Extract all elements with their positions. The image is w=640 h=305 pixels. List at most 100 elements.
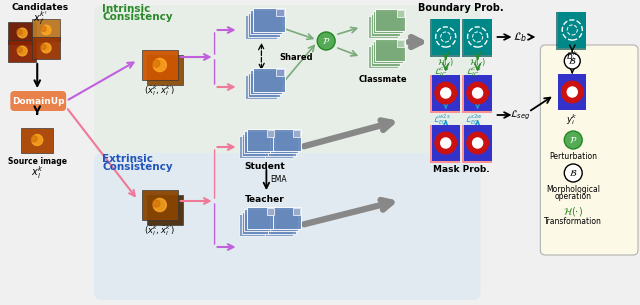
Bar xyxy=(253,67,285,92)
Bar xyxy=(247,128,275,150)
Bar xyxy=(246,15,277,39)
Text: $\mathcal{L}_{IC}^{cla}$: $\mathcal{L}_{IC}^{cla}$ xyxy=(466,64,482,79)
Text: $\mathcal{L}_{IC}^{cla}$: $\mathcal{L}_{IC}^{cla}$ xyxy=(434,64,450,79)
Circle shape xyxy=(317,32,335,50)
Bar xyxy=(276,69,284,76)
Bar xyxy=(368,46,398,68)
Text: $\mathcal{P}$: $\mathcal{P}$ xyxy=(322,36,330,46)
Circle shape xyxy=(17,29,22,34)
Bar xyxy=(432,125,460,161)
Bar xyxy=(268,134,296,156)
Bar xyxy=(373,11,403,33)
Text: operation: operation xyxy=(555,192,592,201)
Circle shape xyxy=(564,131,582,149)
Text: EMA: EMA xyxy=(270,174,287,184)
Text: $b_i^k$: $b_i^k$ xyxy=(566,49,579,64)
Text: $\mathcal{L}_{seg}$: $\mathcal{L}_{seg}$ xyxy=(510,108,531,122)
Text: $\mathcal{P}$: $\mathcal{P}$ xyxy=(569,135,577,145)
Bar xyxy=(32,37,60,59)
Text: Boundary Prob.: Boundary Prob. xyxy=(418,3,504,13)
Circle shape xyxy=(152,60,160,67)
Bar xyxy=(556,12,586,50)
Text: Student: Student xyxy=(244,162,285,171)
Circle shape xyxy=(472,88,483,98)
Bar xyxy=(244,209,273,231)
Text: Shared: Shared xyxy=(279,52,313,62)
Text: $(\dot{x}_l^k,\dot{x}_l^{k^{\prime}})$: $(\dot{x}_l^k,\dot{x}_l^{k^{\prime}})$ xyxy=(144,83,175,98)
Bar xyxy=(270,209,298,231)
Text: $x_{l^{\prime}}^{k^{\prime}}$: $x_{l^{\prime}}^{k^{\prime}}$ xyxy=(33,10,47,27)
Text: Consistency: Consistency xyxy=(102,12,173,22)
Bar xyxy=(266,136,293,158)
Bar xyxy=(397,40,404,47)
Text: $\mathcal{L}_{EC}^{s2w}$: $\mathcal{L}_{EC}^{s2w}$ xyxy=(465,112,483,127)
Bar xyxy=(276,9,284,16)
Circle shape xyxy=(31,136,37,142)
Text: Consistency: Consistency xyxy=(102,162,173,172)
Circle shape xyxy=(32,135,43,145)
Bar xyxy=(397,9,404,16)
Text: $\mathcal{H}(\cdot)$: $\mathcal{H}(\cdot)$ xyxy=(563,205,583,218)
Text: Teacher: Teacher xyxy=(244,195,284,204)
Text: Intrinsic: Intrinsic xyxy=(102,4,150,14)
Bar xyxy=(248,73,280,96)
Bar xyxy=(268,211,296,234)
Text: $\mathcal{B}$: $\mathcal{B}$ xyxy=(569,168,577,178)
Circle shape xyxy=(152,200,160,207)
Bar xyxy=(463,75,492,111)
Bar xyxy=(376,9,405,30)
Text: Perturbation: Perturbation xyxy=(549,152,597,161)
Bar xyxy=(461,75,492,113)
Bar xyxy=(463,19,492,55)
Bar xyxy=(430,19,460,57)
Text: Morphological: Morphological xyxy=(547,185,600,194)
Text: $x_l^k$: $x_l^k$ xyxy=(31,164,44,181)
Bar xyxy=(432,19,460,55)
Circle shape xyxy=(42,25,51,35)
Bar xyxy=(250,10,282,34)
Bar xyxy=(461,19,492,57)
Bar xyxy=(8,22,36,44)
Bar xyxy=(244,131,273,153)
Circle shape xyxy=(153,198,166,212)
Circle shape xyxy=(441,88,451,98)
Bar xyxy=(371,44,401,66)
Bar xyxy=(558,12,586,48)
Circle shape xyxy=(467,132,488,154)
Text: $\mathcal{L}_b$: $\mathcal{L}_b$ xyxy=(513,30,527,44)
FancyBboxPatch shape xyxy=(94,5,481,153)
Bar xyxy=(463,125,492,161)
Circle shape xyxy=(467,82,488,104)
Circle shape xyxy=(17,46,27,56)
Circle shape xyxy=(17,47,22,52)
Bar xyxy=(147,195,182,225)
Bar xyxy=(368,16,398,38)
FancyBboxPatch shape xyxy=(10,91,66,111)
Text: Candidates: Candidates xyxy=(12,3,68,12)
Circle shape xyxy=(561,81,583,103)
Bar xyxy=(21,127,53,152)
Circle shape xyxy=(435,82,456,104)
Circle shape xyxy=(564,53,580,69)
Bar xyxy=(371,13,401,35)
Bar xyxy=(253,8,285,31)
Circle shape xyxy=(441,138,451,148)
Bar xyxy=(247,206,275,228)
Text: $(\ddot{x}_l^k,\ddot{x}_l^{k^{\prime}})$: $(\ddot{x}_l^k,\ddot{x}_l^{k^{\prime}})$ xyxy=(144,223,175,238)
Bar xyxy=(461,125,492,163)
Circle shape xyxy=(41,26,46,31)
Circle shape xyxy=(472,138,483,148)
Bar xyxy=(147,55,182,85)
Circle shape xyxy=(567,87,577,97)
Bar xyxy=(266,214,293,236)
Text: DomainUp: DomainUp xyxy=(12,96,65,106)
FancyBboxPatch shape xyxy=(540,45,638,255)
Bar xyxy=(376,38,405,60)
Bar xyxy=(292,130,300,137)
Text: $\mathcal{H}(\cdot)$: $\mathcal{H}(\cdot)$ xyxy=(437,56,454,68)
Bar xyxy=(270,131,298,153)
Circle shape xyxy=(564,164,582,182)
Text: Mask Prob.: Mask Prob. xyxy=(433,165,490,174)
Circle shape xyxy=(42,43,51,53)
Bar xyxy=(142,190,178,220)
